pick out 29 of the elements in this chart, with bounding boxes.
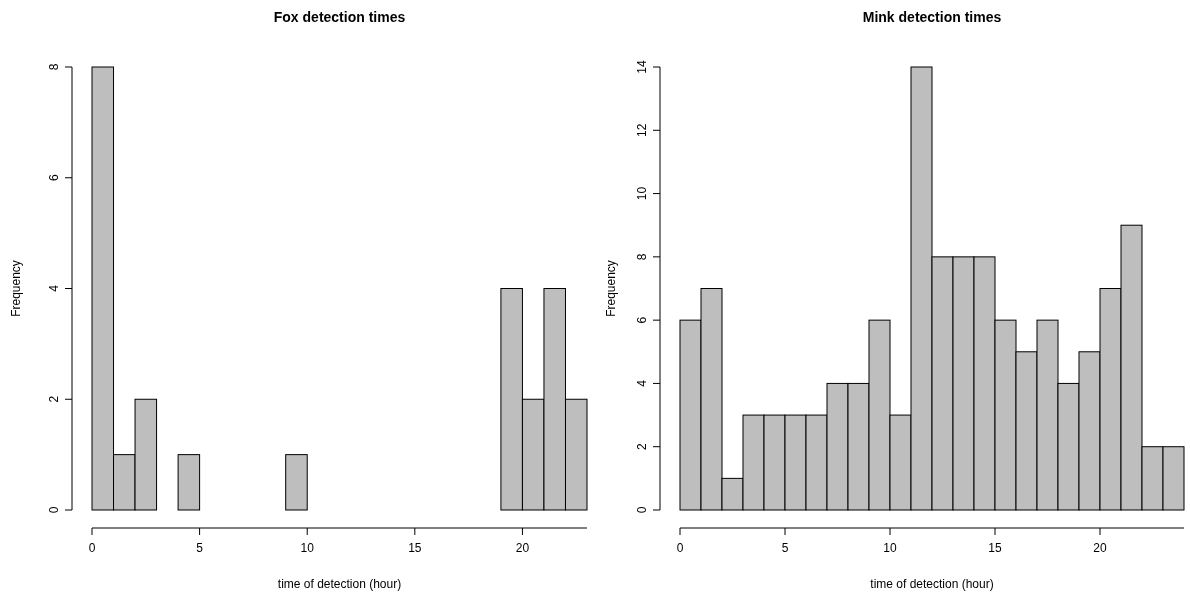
x-axis-title: time of detection (hour) (870, 577, 994, 591)
x-tick-label: 15 (988, 541, 1002, 555)
x-tick-label: 5 (781, 541, 789, 555)
x-tick-label: 0 (88, 541, 96, 555)
y-tick-label: 4 (47, 284, 61, 292)
x-axis-title: time of detection (hour) (277, 577, 402, 591)
y-tick-label: 8 (635, 253, 649, 261)
x-tick-label: 15 (408, 541, 422, 555)
x-tick-label: 10 (300, 541, 315, 555)
y-tick-label: 10 (635, 186, 649, 201)
y-tick-label: 2 (635, 443, 649, 451)
y-tick-label: 8 (47, 63, 61, 71)
x-tick-label: 20 (1093, 541, 1107, 555)
x-tick-label: 10 (883, 541, 897, 555)
x-tick-label: 0 (676, 541, 684, 555)
y-tick-label: 4 (635, 379, 649, 387)
y-tick-label: 0 (635, 506, 649, 514)
y-axis-title: Frequency (604, 260, 618, 317)
y-tick-label: 6 (47, 174, 61, 182)
y-axis-title: Frequency (9, 260, 23, 317)
y-tick-label: 2 (47, 395, 61, 403)
y-tick-label: 0 (47, 506, 61, 514)
x-tick-label: 20 (515, 541, 530, 555)
y-tick-label: 14 (635, 60, 649, 74)
y-tick-label: 6 (635, 316, 649, 324)
chart-title: Fox detection times (273, 9, 406, 25)
chart-title: Mink detection times (862, 9, 1002, 25)
x-tick-label: 5 (196, 541, 204, 555)
y-tick-label: 12 (635, 123, 649, 137)
